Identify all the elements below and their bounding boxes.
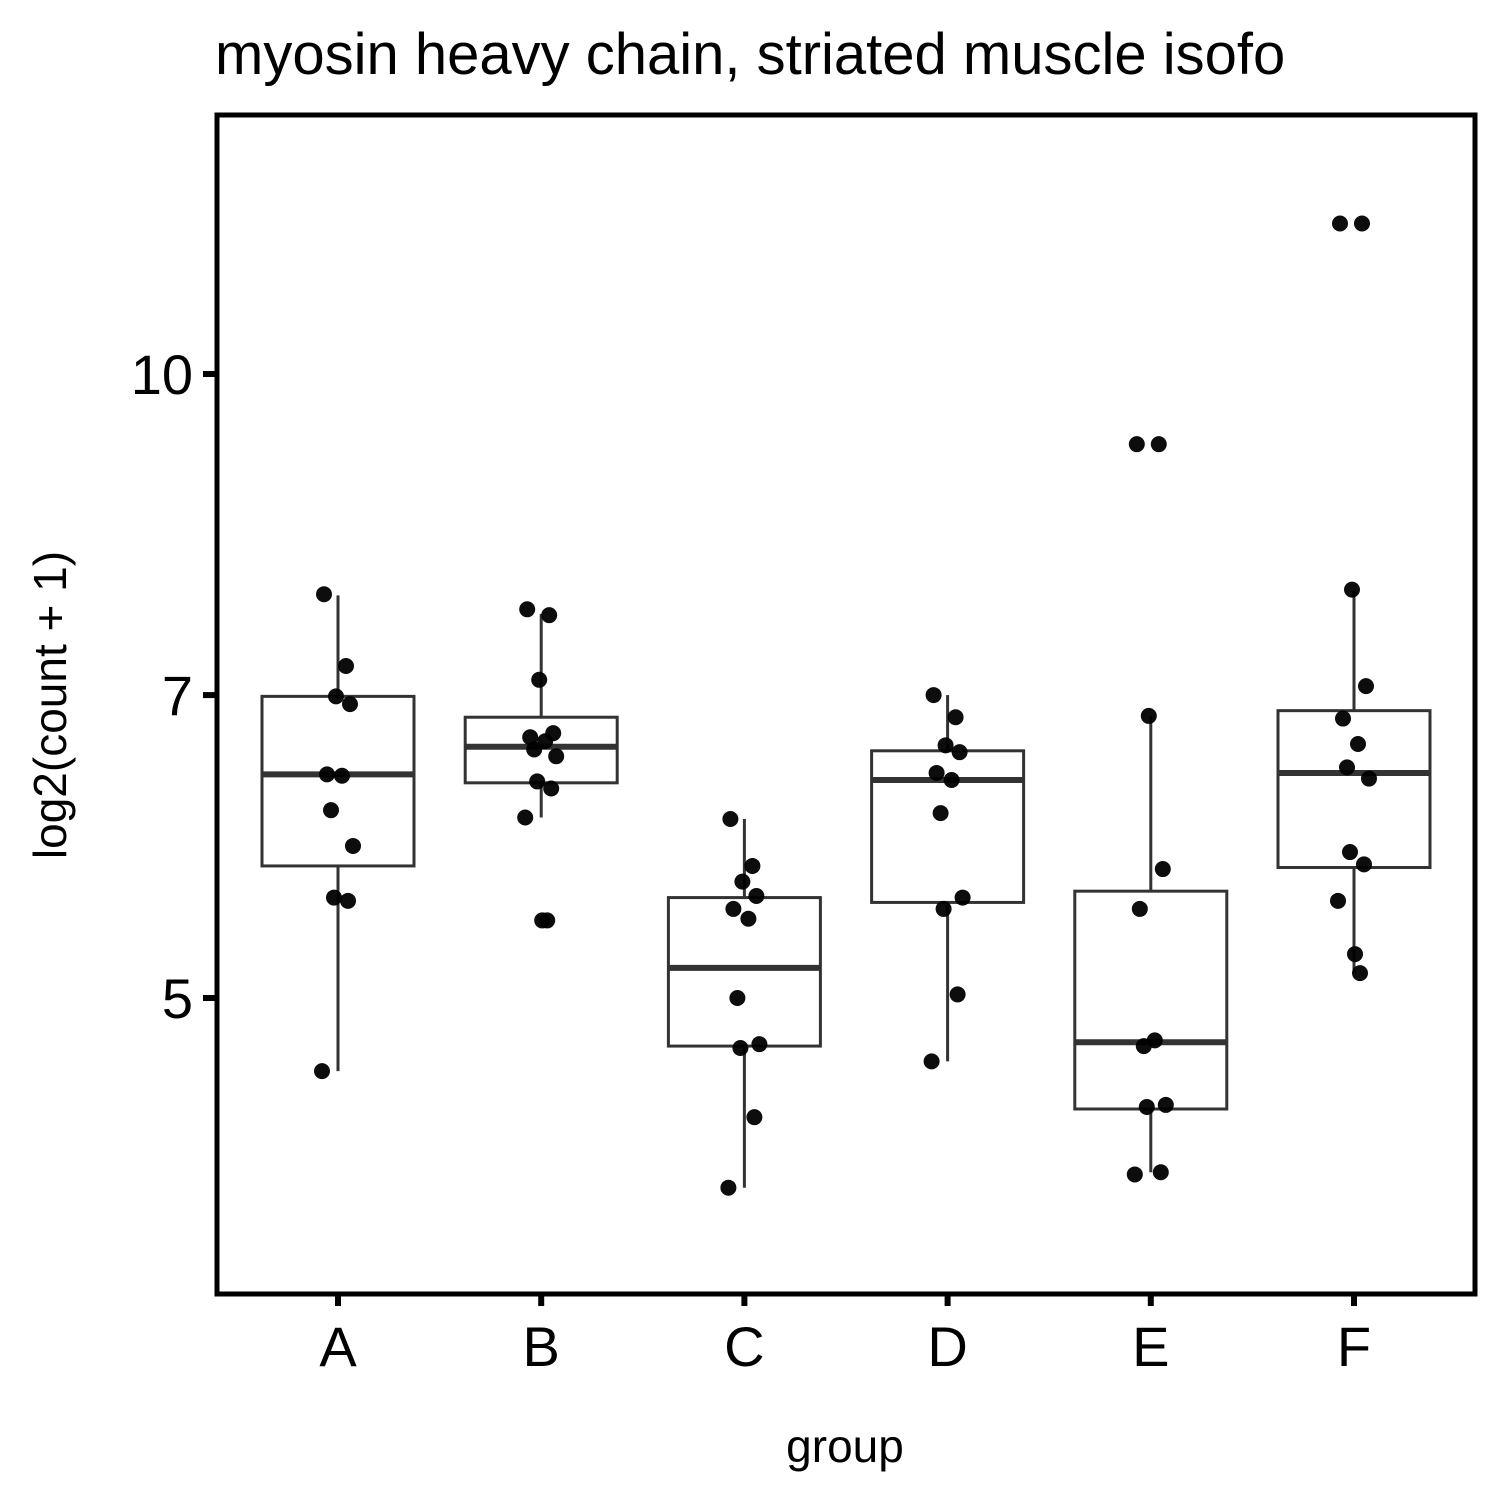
data-point-f [1330, 892, 1346, 909]
data-point-c [748, 887, 765, 904]
data-point-f [1358, 678, 1374, 695]
x-axis: A B C D E F [319, 1296, 1371, 1378]
data-point-a [345, 837, 361, 854]
y-tick-label-7: 7 [162, 664, 193, 727]
data-point-d [932, 805, 949, 822]
x-tick-label-b: B [523, 1315, 560, 1378]
data-point-c [722, 810, 739, 827]
data-point-c [725, 900, 742, 917]
data-point-e [1126, 1166, 1143, 1183]
box-group-a [260, 586, 416, 1080]
data-point-d [928, 764, 945, 781]
data-point-f [1352, 965, 1368, 982]
data-point-c [746, 1109, 763, 1126]
data-point-a [314, 1063, 330, 1080]
x-tick-label-d: D [927, 1315, 967, 1378]
data-point-a [326, 889, 342, 906]
data-point-f [1332, 215, 1348, 232]
box-group-c [666, 810, 822, 1196]
data-point-e [1154, 861, 1171, 878]
x-tick-label-c: C [724, 1315, 764, 1378]
box-group-b [463, 601, 619, 929]
box-group-d [870, 687, 1026, 1070]
data-point-f [1344, 581, 1360, 598]
data-point-b [541, 607, 558, 624]
data-point-f [1356, 856, 1372, 873]
data-point-e [1157, 1096, 1174, 1113]
data-point-f [1342, 844, 1358, 861]
data-point-d [925, 687, 942, 704]
data-point-d [947, 709, 964, 726]
x-tick-label-a: A [319, 1315, 357, 1378]
data-point-c [740, 910, 757, 927]
data-point-f [1347, 946, 1363, 963]
data-point-c [720, 1179, 737, 1196]
data-point-b [539, 912, 556, 929]
data-point-c [729, 990, 746, 1006]
data-point-d [923, 1053, 940, 1070]
data-point-b [526, 741, 543, 758]
data-point-a [340, 892, 356, 909]
data-point-a [319, 766, 335, 783]
data-point-a [342, 696, 358, 713]
data-point-a [323, 802, 339, 819]
data-point-f [1339, 759, 1355, 776]
data-point-d [949, 986, 966, 1003]
data-point-f [1335, 710, 1351, 727]
x-axis-title: group [786, 1420, 904, 1472]
data-point-d [951, 744, 968, 761]
data-point-d [937, 737, 954, 754]
data-point-a [316, 586, 332, 603]
data-point-a [328, 688, 344, 705]
data-point-e [1128, 436, 1145, 453]
data-point-b [519, 601, 536, 618]
box-group-e [1073, 436, 1229, 1183]
data-point-f [1361, 770, 1377, 787]
data-point-c [734, 873, 751, 890]
y-tick-label-10: 10 [131, 343, 193, 406]
box-f [1276, 709, 1432, 869]
data-point-e [1135, 1038, 1152, 1055]
data-point-c [751, 1036, 768, 1053]
y-tick-label-5: 5 [162, 967, 193, 1030]
plot-area [260, 215, 1432, 1196]
data-point-e [1150, 436, 1167, 453]
y-axis: 5 7 10 [131, 343, 215, 1030]
data-point-a [338, 657, 354, 674]
data-point-d [943, 771, 960, 788]
data-point-e [1140, 707, 1157, 724]
data-point-b [531, 671, 548, 688]
data-point-d [935, 900, 952, 917]
data-point-e [1131, 900, 1148, 917]
data-point-b [517, 809, 534, 826]
data-point-b [529, 773, 546, 790]
x-tick-label-e: E [1132, 1315, 1169, 1378]
data-point-b [537, 733, 554, 750]
data-point-b [548, 748, 565, 765]
data-point-c [744, 857, 761, 874]
data-point-c [732, 1039, 749, 1056]
data-point-e [1138, 1098, 1155, 1115]
data-point-b [543, 780, 560, 797]
box-group-f [1276, 215, 1432, 982]
box-e [1073, 889, 1229, 1111]
data-point-f [1354, 215, 1370, 232]
chart-title: myosin heavy chain, striated muscle isof… [215, 22, 1285, 87]
data-point-a [334, 767, 350, 784]
y-axis-title: log2(count + 1) [24, 551, 76, 859]
data-point-d [954, 889, 971, 906]
data-point-f [1350, 735, 1366, 752]
panel-border [214, 112, 1478, 1297]
x-tick-label-f: F [1337, 1315, 1371, 1378]
data-point-b [522, 729, 539, 746]
data-point-e [1152, 1164, 1169, 1181]
